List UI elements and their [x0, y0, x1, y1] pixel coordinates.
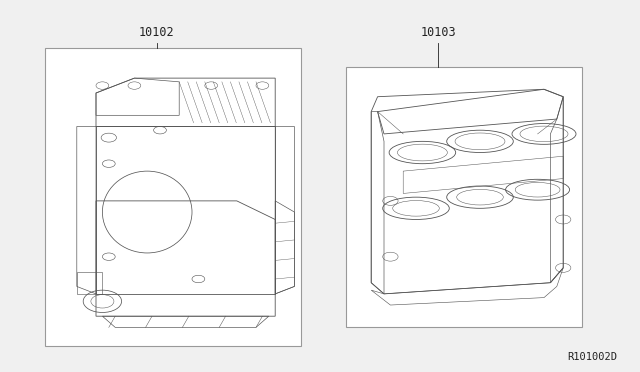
Bar	[346, 67, 582, 327]
Text: R101002D: R101002D	[568, 352, 618, 362]
Bar	[77, 272, 102, 294]
Bar	[45, 48, 301, 346]
Text: 10102: 10102	[139, 26, 175, 39]
Text: 10103: 10103	[420, 26, 456, 39]
